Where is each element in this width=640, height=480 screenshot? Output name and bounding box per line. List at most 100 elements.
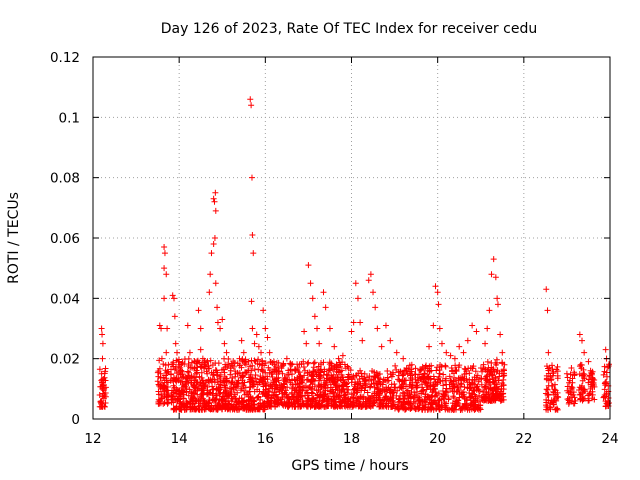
data-point bbox=[400, 396, 407, 403]
data-point bbox=[257, 376, 264, 383]
data-point bbox=[436, 370, 443, 377]
data-point bbox=[377, 381, 384, 388]
data-point bbox=[580, 370, 587, 377]
data-point bbox=[494, 301, 501, 308]
data-point bbox=[572, 397, 579, 404]
data-point bbox=[544, 307, 551, 314]
data-point bbox=[379, 397, 386, 404]
data-point bbox=[476, 392, 483, 399]
data-point bbox=[331, 363, 338, 370]
data-point bbox=[490, 387, 497, 394]
data-point bbox=[291, 387, 298, 394]
data-point bbox=[280, 360, 287, 367]
data-point bbox=[286, 360, 293, 367]
data-point bbox=[162, 367, 169, 374]
data-point bbox=[275, 399, 282, 406]
data-point bbox=[495, 377, 502, 384]
data-point bbox=[212, 360, 219, 367]
data-point bbox=[211, 198, 218, 205]
data-point bbox=[500, 393, 507, 400]
data-point bbox=[358, 387, 365, 394]
data-point bbox=[296, 380, 303, 387]
data-point bbox=[392, 362, 399, 369]
data-point bbox=[190, 382, 197, 389]
data-point bbox=[451, 406, 458, 413]
data-point bbox=[412, 392, 419, 399]
data-point bbox=[546, 403, 553, 410]
data-point bbox=[450, 393, 457, 400]
data-point bbox=[494, 295, 501, 302]
data-point bbox=[454, 397, 461, 404]
data-point bbox=[433, 367, 440, 374]
data-point bbox=[418, 388, 425, 395]
data-point bbox=[388, 402, 395, 409]
data-point bbox=[249, 395, 256, 402]
data-point bbox=[459, 404, 466, 411]
data-point bbox=[411, 389, 418, 396]
data-point bbox=[483, 379, 490, 386]
data-point bbox=[310, 364, 317, 371]
data-point bbox=[302, 367, 308, 374]
data-point bbox=[453, 367, 460, 374]
data-point bbox=[344, 373, 351, 380]
data-point bbox=[418, 366, 425, 373]
data-point bbox=[167, 377, 174, 384]
data-point bbox=[209, 392, 216, 399]
data-point bbox=[271, 376, 278, 383]
data-point bbox=[586, 391, 593, 398]
data-point bbox=[206, 389, 213, 396]
data-point bbox=[382, 322, 389, 329]
data-point bbox=[242, 361, 249, 368]
data-point bbox=[171, 313, 178, 320]
data-point bbox=[434, 289, 441, 296]
data-point bbox=[332, 399, 339, 406]
data-point bbox=[359, 337, 366, 344]
data-point bbox=[350, 373, 357, 380]
data-point bbox=[240, 383, 247, 390]
data-point bbox=[99, 355, 106, 362]
data-point bbox=[160, 400, 167, 407]
data-point bbox=[427, 404, 434, 411]
data-point bbox=[546, 364, 553, 371]
data-point bbox=[213, 395, 220, 402]
data-point bbox=[585, 397, 592, 404]
data-point bbox=[325, 395, 332, 402]
data-point bbox=[202, 361, 209, 368]
data-point bbox=[543, 386, 550, 393]
data-point bbox=[263, 393, 270, 400]
data-point bbox=[338, 367, 345, 374]
data-point bbox=[483, 389, 490, 396]
data-point bbox=[201, 406, 208, 413]
data-point bbox=[344, 389, 351, 396]
data-point bbox=[204, 370, 211, 377]
data-point bbox=[423, 380, 430, 387]
data-point bbox=[229, 396, 236, 403]
data-point bbox=[436, 325, 443, 332]
data-point bbox=[236, 355, 243, 362]
y-tick-label: 0.02 bbox=[50, 352, 80, 368]
data-point bbox=[304, 360, 311, 367]
data-point bbox=[410, 398, 417, 405]
data-point bbox=[322, 383, 329, 390]
data-point bbox=[320, 289, 327, 296]
data-point bbox=[163, 391, 170, 398]
data-point bbox=[253, 331, 260, 338]
data-point bbox=[250, 250, 257, 257]
data-point bbox=[372, 396, 379, 403]
data-point bbox=[380, 403, 387, 410]
data-point bbox=[395, 376, 402, 383]
data-point bbox=[393, 366, 400, 373]
data-point bbox=[453, 402, 460, 409]
data-point bbox=[554, 405, 561, 412]
data-point bbox=[208, 250, 215, 257]
data-point bbox=[214, 319, 221, 326]
data-point bbox=[440, 382, 447, 389]
data-point bbox=[165, 361, 172, 368]
data-point bbox=[467, 394, 474, 401]
data-point bbox=[279, 370, 286, 377]
data-point bbox=[423, 362, 430, 369]
data-point bbox=[357, 367, 364, 374]
data-point bbox=[339, 359, 346, 366]
data-point bbox=[245, 374, 252, 381]
data-point bbox=[172, 365, 179, 372]
